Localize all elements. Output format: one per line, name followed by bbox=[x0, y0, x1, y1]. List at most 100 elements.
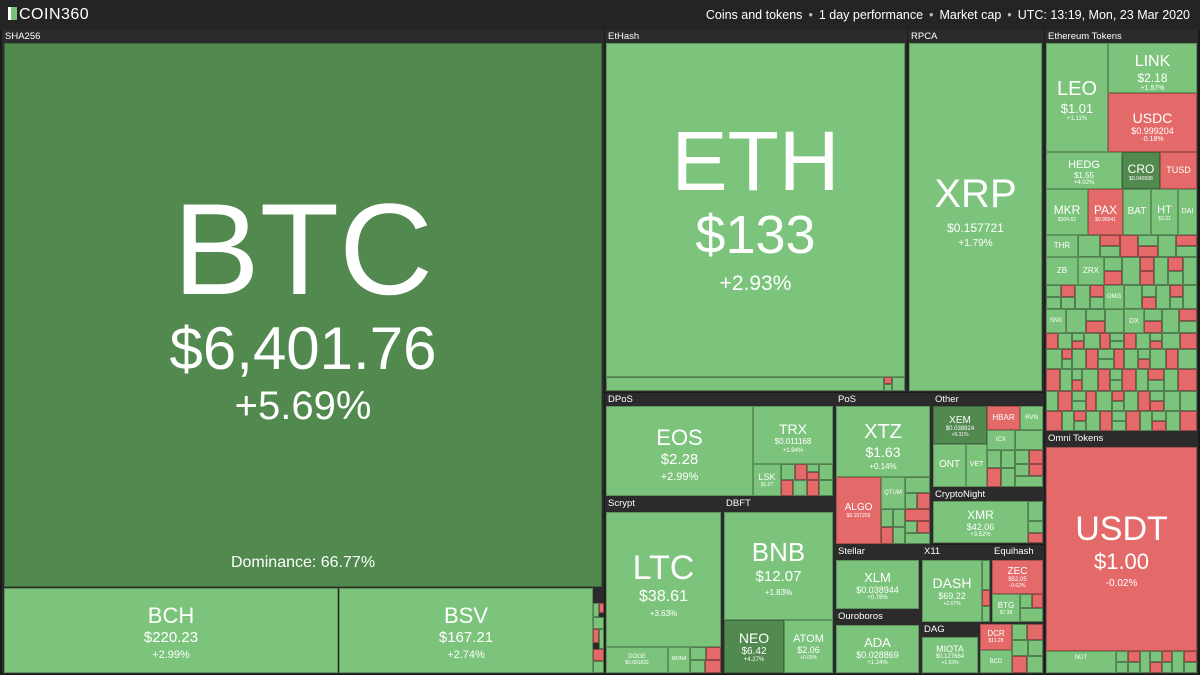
coin-tile-usdt[interactable]: USDT $1.00 -0.02% bbox=[1046, 447, 1197, 651]
small-coin-tile[interactable] bbox=[1027, 624, 1043, 640]
small-coin-tile[interactable] bbox=[893, 509, 905, 527]
small-coin-tile[interactable] bbox=[1100, 235, 1120, 246]
small-coin-tile[interactable] bbox=[1122, 369, 1136, 391]
coin-tile-zb[interactable]: ZB bbox=[1046, 257, 1078, 285]
small-coin-tile[interactable] bbox=[1168, 257, 1183, 271]
small-coin-tile[interactable] bbox=[807, 464, 819, 472]
small-coin-tile[interactable] bbox=[1028, 640, 1043, 656]
small-coin-tile[interactable] bbox=[1074, 421, 1086, 431]
small-coin-tile[interactable] bbox=[1150, 349, 1166, 369]
small-coin-tile[interactable] bbox=[1150, 651, 1162, 662]
small-coin-tile[interactable] bbox=[1152, 421, 1166, 431]
small-coin-tile[interactable] bbox=[1075, 285, 1090, 309]
small-coin-tile[interactable] bbox=[884, 384, 892, 391]
small-coin-tile[interactable] bbox=[1015, 476, 1043, 487]
small-coin-tile[interactable] bbox=[1096, 391, 1112, 411]
small-coin-tile[interactable] bbox=[593, 661, 604, 673]
small-coin-tile[interactable] bbox=[1028, 521, 1043, 533]
small-coin-tile[interactable] bbox=[1062, 349, 1072, 359]
small-coin-tile[interactable] bbox=[593, 629, 599, 643]
coin-tile-dai[interactable]: DAI bbox=[1178, 189, 1197, 235]
small-coin-tile[interactable] bbox=[1178, 349, 1197, 369]
coin-tile-bat[interactable]: BAT bbox=[1123, 189, 1151, 235]
coin-tile-mkr[interactable]: MKR $304.62 bbox=[1046, 189, 1088, 235]
dataset-selector[interactable]: Coins and tokens bbox=[705, 8, 803, 22]
small-coin-tile[interactable] bbox=[987, 450, 1001, 468]
small-coin-tile[interactable] bbox=[1150, 341, 1162, 349]
small-coin-tile[interactable] bbox=[781, 480, 793, 496]
small-coin-tile[interactable] bbox=[1162, 651, 1172, 662]
small-coin-tile[interactable] bbox=[1170, 297, 1183, 309]
coin-tile-bsv[interactable]: BSV $167.21 +2.74% bbox=[339, 588, 593, 673]
small-coin-tile[interactable] bbox=[1105, 309, 1124, 333]
small-coin-tile[interactable] bbox=[1138, 235, 1158, 246]
small-coin-tile[interactable] bbox=[1012, 656, 1027, 673]
coin-tile-dcr[interactable]: DCR $11.28 bbox=[980, 624, 1012, 650]
small-coin-tile[interactable] bbox=[1060, 369, 1072, 391]
small-coin-tile[interactable] bbox=[1180, 391, 1197, 411]
small-coin-tile[interactable] bbox=[905, 493, 917, 509]
coin-tile-link[interactable]: LINK $2.18 +1.57% bbox=[1108, 43, 1197, 93]
small-coin-tile[interactable] bbox=[1142, 297, 1156, 309]
small-coin-tile[interactable] bbox=[1154, 257, 1168, 285]
small-coin-tile[interactable] bbox=[1001, 468, 1015, 487]
small-coin-tile[interactable] bbox=[795, 464, 807, 480]
small-coin-tile[interactable] bbox=[1110, 380, 1122, 391]
small-coin-tile[interactable] bbox=[1124, 333, 1136, 349]
coin-tile-ltc[interactable]: LTC $38.61 +3.63% bbox=[606, 512, 721, 647]
small-coin-tile[interactable] bbox=[1136, 369, 1148, 391]
small-coin-tile[interactable] bbox=[1172, 651, 1184, 673]
small-coin-tile[interactable] bbox=[1166, 411, 1180, 431]
small-coin-tile[interactable] bbox=[705, 660, 721, 673]
small-coin-tile[interactable] bbox=[1028, 501, 1043, 521]
small-coin-tile[interactable] bbox=[1046, 297, 1061, 309]
small-coin-tile[interactable] bbox=[1140, 651, 1150, 673]
coin-tile-eth[interactable]: ETH $133 +2.93% bbox=[606, 43, 905, 377]
small-coin-tile[interactable] bbox=[1144, 321, 1162, 333]
coin-tile-btg[interactable]: BTG $7.38 bbox=[992, 594, 1020, 622]
coin-tile-bcd[interactable]: BCD bbox=[980, 650, 1012, 673]
small-coin-tile[interactable] bbox=[1184, 662, 1197, 673]
coin-tile-zec[interactable]: ZEC $52.05 -0.62% bbox=[992, 560, 1043, 594]
coin-tile-eos[interactable]: EOS $2.28 +2.99% bbox=[606, 406, 753, 496]
small-coin-tile[interactable] bbox=[1100, 246, 1120, 257]
small-coin-tile[interactable] bbox=[1072, 341, 1084, 349]
small-coin-tile[interactable] bbox=[905, 477, 930, 493]
small-coin-tile[interactable] bbox=[1170, 285, 1183, 297]
small-coin-tile[interactable] bbox=[1156, 285, 1170, 309]
coin-tile-atom[interactable]: ATOM $2.06 +0.09% bbox=[784, 620, 833, 673]
small-coin-tile[interactable] bbox=[1046, 411, 1062, 431]
small-coin-tile[interactable] bbox=[1148, 369, 1164, 380]
small-coin-tile[interactable] bbox=[1168, 271, 1183, 285]
small-coin-tile[interactable] bbox=[1046, 369, 1060, 391]
coin-tile-xlm[interactable]: XLM $0.038944 +0.76% bbox=[836, 560, 919, 609]
small-coin-tile[interactable] bbox=[1062, 411, 1074, 431]
small-coin-tile[interactable] bbox=[1072, 369, 1082, 380]
small-coin-tile[interactable] bbox=[1028, 533, 1043, 543]
small-coin-tile[interactable] bbox=[1072, 391, 1086, 401]
small-coin-tile[interactable] bbox=[690, 647, 706, 660]
small-coin-tile[interactable] bbox=[1150, 333, 1162, 341]
small-coin-tile[interactable] bbox=[1164, 369, 1178, 391]
coin-tile-xmr[interactable]: XMR $42.06 +3.52% bbox=[933, 501, 1028, 543]
small-coin-tile[interactable] bbox=[1179, 309, 1197, 321]
period-selector[interactable]: 1 day performance bbox=[818, 8, 924, 22]
small-coin-tile[interactable] bbox=[982, 606, 990, 622]
small-coin-tile[interactable] bbox=[1046, 333, 1058, 349]
small-coin-tile[interactable] bbox=[781, 464, 795, 480]
coin-tile-icx[interactable]: ICX bbox=[987, 430, 1015, 450]
small-coin-tile[interactable] bbox=[1090, 285, 1104, 297]
small-coin-tile[interactable] bbox=[1098, 359, 1114, 369]
small-coin-tile[interactable] bbox=[1136, 333, 1150, 349]
small-coin-tile[interactable] bbox=[1001, 450, 1015, 468]
coin-tile-usdc[interactable]: USDC $0.999204 -0.18% bbox=[1108, 93, 1197, 152]
small-coin-tile[interactable] bbox=[893, 527, 905, 544]
coin-tile-cro[interactable]: CRO $0.040598 bbox=[1122, 152, 1160, 189]
small-coin-tile[interactable] bbox=[1072, 333, 1084, 341]
small-coin-tile[interactable] bbox=[1112, 421, 1126, 431]
small-coin-tile[interactable] bbox=[1020, 608, 1043, 622]
small-coin-tile[interactable] bbox=[1086, 309, 1105, 321]
coin-tile-ont[interactable]: ONT bbox=[933, 444, 966, 487]
small-coin-tile[interactable] bbox=[1086, 391, 1096, 411]
small-coin-tile[interactable] bbox=[1176, 246, 1197, 257]
